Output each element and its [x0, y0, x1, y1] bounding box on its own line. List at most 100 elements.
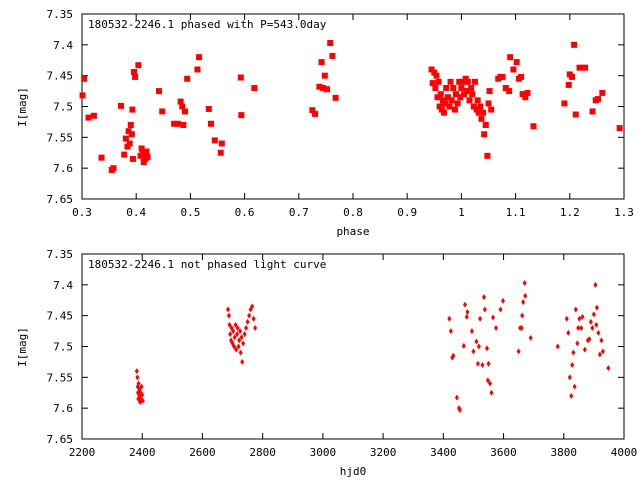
data-point — [437, 91, 444, 98]
data-point — [485, 377, 490, 384]
data-point — [450, 85, 457, 91]
data-point — [139, 383, 144, 390]
data-point — [135, 374, 140, 381]
unphased-light-curve-panel: 2200 2400 2600 2800 3000 3200 3400 3600 3800 4000… — [16, 248, 637, 478]
data-point — [454, 100, 461, 107]
data-point — [484, 152, 491, 159]
y-tick-label: 7.4 — [53, 39, 73, 52]
data-point — [465, 308, 470, 315]
data-point — [486, 360, 491, 367]
data-point — [475, 360, 480, 367]
x-tick-label: 0.6 — [235, 206, 255, 219]
data-point — [155, 88, 162, 95]
data-point — [241, 340, 246, 347]
x-tick-label: 0.4 — [126, 206, 146, 219]
data-point — [462, 75, 469, 82]
data-point — [218, 140, 225, 147]
data-points-phased — [79, 39, 623, 174]
data-point — [484, 345, 489, 352]
data-point — [226, 306, 231, 313]
data-point — [141, 151, 148, 158]
data-point — [448, 328, 453, 335]
data-point — [572, 111, 579, 118]
y-tick-label: 7.5 — [53, 101, 73, 114]
y-tick-label: 7.65 — [47, 193, 74, 206]
y-tick-label: 7.5 — [53, 341, 73, 354]
data-point — [237, 337, 242, 344]
data-point — [473, 106, 480, 113]
x-tick-label: 2400 — [129, 446, 156, 459]
data-point — [238, 328, 243, 335]
data-points-unphased — [134, 279, 611, 414]
data-point — [245, 318, 250, 325]
data-point — [579, 325, 584, 331]
data-point — [464, 313, 469, 320]
data-point — [235, 325, 240, 331]
data-point — [475, 109, 482, 116]
y-tick-label: 7.45 — [47, 310, 74, 323]
data-point — [498, 306, 503, 313]
data-point — [600, 348, 605, 355]
data-point — [233, 321, 238, 328]
data-point — [599, 89, 606, 96]
data-point — [471, 348, 476, 355]
data-point — [429, 80, 436, 87]
data-point — [129, 106, 136, 113]
data-point — [118, 102, 125, 109]
data-point — [441, 109, 448, 116]
data-point — [451, 352, 456, 359]
data-point — [521, 299, 526, 306]
data-point — [447, 315, 452, 322]
x-tick-label: 1.1 — [506, 206, 526, 219]
data-point — [140, 397, 145, 404]
data-point — [572, 383, 577, 390]
data-point — [461, 342, 466, 349]
data-point — [594, 96, 601, 103]
data-point — [90, 112, 97, 119]
data-point — [478, 115, 485, 122]
data-point — [98, 154, 105, 161]
data-point — [568, 73, 575, 80]
data-point — [251, 85, 258, 91]
data-point — [125, 128, 132, 135]
plot-frame-unphased — [81, 253, 625, 440]
x-tick-label: 2800 — [249, 446, 276, 459]
data-point — [566, 329, 571, 336]
data-point — [239, 334, 244, 341]
data-point — [240, 358, 245, 365]
data-point — [231, 328, 236, 335]
y-tick-label: 7.35 — [47, 8, 74, 21]
data-point — [513, 59, 520, 66]
data-point — [528, 334, 533, 341]
data-point — [491, 314, 496, 321]
data-point — [519, 325, 524, 331]
data-point — [332, 94, 339, 101]
x-tick-label: 3000 — [310, 446, 337, 459]
data-point — [478, 315, 483, 322]
data-point — [318, 59, 325, 66]
data-point — [81, 75, 88, 82]
data-point — [435, 78, 442, 85]
data-point — [321, 72, 328, 79]
data-point — [564, 315, 569, 322]
data-point — [469, 91, 476, 98]
data-point — [488, 106, 495, 113]
data-point — [444, 94, 451, 101]
data-point — [121, 151, 128, 158]
data-point — [466, 97, 473, 104]
data-point — [576, 325, 581, 331]
data-point — [616, 125, 623, 132]
x-tick-label: 1 — [458, 206, 465, 219]
tick-layer-unphased: 2200 2400 2600 2800 3000 3200 3400 3600 3800 4000… — [47, 248, 638, 459]
data-point — [575, 340, 580, 347]
x-tick-label: 0.7 — [289, 206, 309, 219]
data-point — [226, 312, 231, 319]
data-point — [232, 343, 237, 350]
data-point — [129, 155, 136, 162]
data-point — [433, 72, 440, 79]
data-point — [452, 91, 459, 98]
data-point — [136, 380, 141, 387]
data-point — [477, 103, 484, 110]
data-point — [481, 294, 486, 301]
data-point — [428, 66, 435, 73]
